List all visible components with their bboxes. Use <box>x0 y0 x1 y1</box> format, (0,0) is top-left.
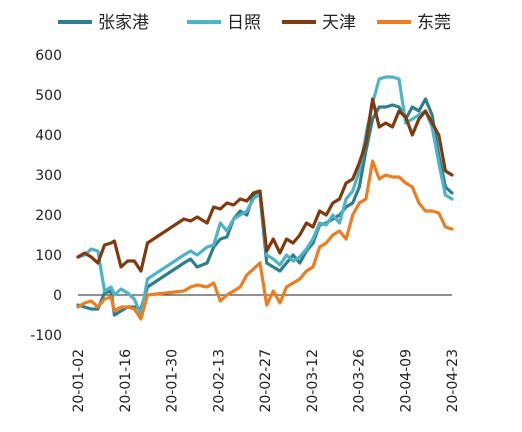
legend-label-4: 东莞 <box>417 13 451 33</box>
legend-label-1: 张家港 <box>98 13 149 33</box>
series-line-2 <box>76 75 454 317</box>
y-axis-ticks: -100 0 100 200 300 400 500 600 <box>30 48 62 344</box>
x-tick-label: 20-01-02 <box>71 349 87 413</box>
x-tick-label: 20-02-27 <box>258 349 274 413</box>
legend: 张家港 日照 天津 东莞 <box>58 13 451 33</box>
series-lines <box>76 75 454 321</box>
legend-label-2: 日照 <box>227 13 261 33</box>
x-axis: 20-01-02 20-01-16 20-01-30 20-02-13 20-02-27… <box>71 294 461 413</box>
x-tick-label: 20-04-09 <box>398 349 414 413</box>
y-tick-label: 300 <box>35 168 62 184</box>
series-line-1 <box>76 97 454 317</box>
series-line-4 <box>76 159 454 321</box>
y-tick-label: 200 <box>35 208 62 224</box>
y-tick-label: 0 <box>53 288 62 304</box>
legend-label-3: 天津 <box>322 13 356 33</box>
x-tick-label: 20-03-12 <box>305 349 321 413</box>
y-tick-label: -100 <box>30 328 62 344</box>
y-tick-label: 600 <box>35 48 62 64</box>
series-line-3 <box>76 97 454 273</box>
y-tick-label: 100 <box>35 248 62 264</box>
y-tick-label: 500 <box>35 88 62 104</box>
x-tick-label: 20-01-16 <box>118 349 134 413</box>
y-tick-label: 400 <box>35 128 62 144</box>
x-tick-label: 20-01-30 <box>165 349 181 413</box>
x-tick-label: 20-03-26 <box>352 349 368 413</box>
x-tick-label: 20-02-13 <box>211 349 227 413</box>
x-tick-label: 20-04-23 <box>445 349 461 413</box>
